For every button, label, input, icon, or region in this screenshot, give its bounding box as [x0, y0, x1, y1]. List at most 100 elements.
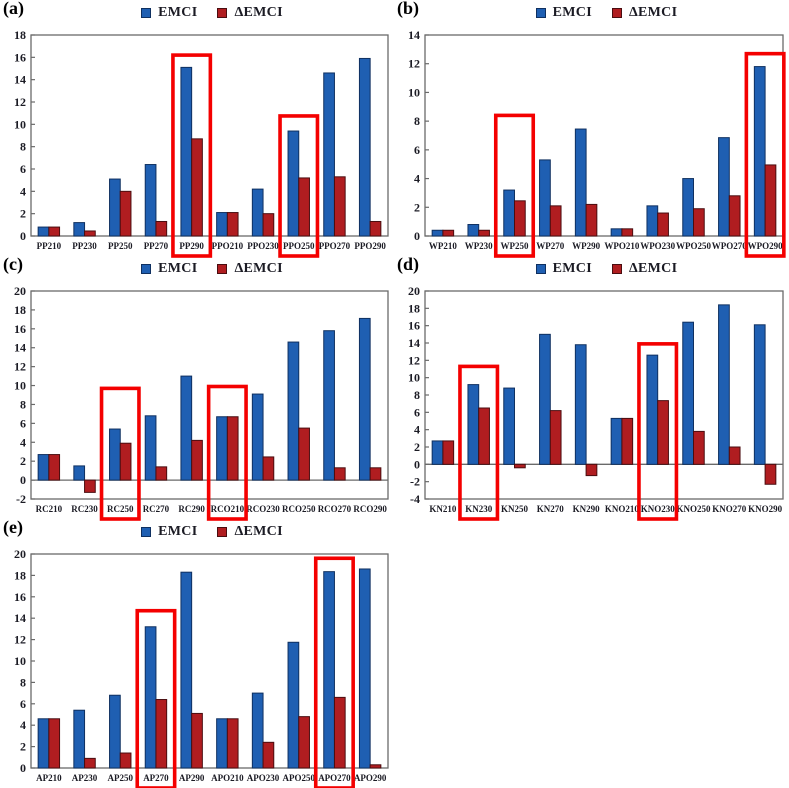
- svg-text:8: 8: [20, 397, 26, 411]
- svg-text:RC290: RC290: [178, 504, 205, 514]
- emci-legend-label: EMCI: [552, 261, 592, 276]
- svg-text:4: 4: [20, 718, 26, 732]
- svg-text:12: 12: [14, 360, 26, 374]
- svg-text:PPO210: PPO210: [212, 241, 244, 251]
- svg-text:WP210: WP210: [429, 241, 457, 251]
- svg-text:APO290: APO290: [354, 773, 387, 783]
- svg-text:10: 10: [14, 117, 26, 131]
- panel-e-label: (e): [3, 517, 23, 537]
- svg-text:WPO210: WPO210: [604, 241, 639, 251]
- emci-legend-label: EMCI: [158, 5, 198, 20]
- svg-text:10: 10: [14, 654, 26, 668]
- demci-legend-label: ΔEMCI: [628, 5, 678, 20]
- svg-text:0: 0: [20, 761, 26, 775]
- demci-legend-label: ΔEMCI: [234, 5, 283, 20]
- svg-text:6: 6: [20, 162, 26, 176]
- svg-text:-2: -2: [410, 475, 420, 489]
- svg-text:RCO210: RCO210: [211, 504, 245, 514]
- emci-legend-label: EMCI: [552, 5, 592, 20]
- svg-text:20: 20: [408, 284, 420, 298]
- svg-text:KNO230: KNO230: [641, 504, 676, 514]
- svg-text:16: 16: [408, 319, 420, 333]
- panel-e-header: (e) EMCI ΔEMCI: [0, 517, 394, 548]
- svg-text:8: 8: [414, 388, 420, 402]
- svg-text:2: 2: [20, 740, 26, 754]
- svg-text:RCO290: RCO290: [353, 504, 387, 514]
- svg-text:0: 0: [20, 473, 26, 487]
- svg-text:WPO230: WPO230: [640, 241, 675, 251]
- svg-text:AP290: AP290: [179, 773, 205, 783]
- svg-text:PP290: PP290: [179, 241, 204, 251]
- svg-text:2: 2: [414, 440, 420, 454]
- svg-text:2: 2: [20, 454, 26, 468]
- svg-text:AP250: AP250: [108, 773, 134, 783]
- svg-text:0: 0: [20, 229, 26, 243]
- svg-text:PPO290: PPO290: [354, 241, 386, 251]
- svg-text:14: 14: [14, 73, 26, 87]
- svg-text:WPO250: WPO250: [676, 241, 711, 251]
- svg-text:RC250: RC250: [107, 504, 134, 514]
- svg-text:AP210: AP210: [36, 773, 62, 783]
- svg-text:KNO270: KNO270: [712, 504, 747, 514]
- panel-c-legend: EMCI ΔEMCI: [30, 261, 394, 277]
- panel-e-legend: EMCI ΔEMCI: [30, 524, 394, 540]
- chart-panel-a: (a) EMCI ΔEMCI 0 2 4 6 8 10 12 14 16 18 PP210 PP230…: [0, 0, 394, 258]
- svg-text:8: 8: [20, 140, 26, 154]
- svg-text:18: 18: [408, 301, 420, 315]
- svg-text:PP250: PP250: [108, 241, 133, 251]
- svg-text:AP270: AP270: [143, 773, 169, 783]
- bar-chart-d: -4 -2 0 2 4 6 8 10 12 14 16 18 20 KN210 KN230 KN250 KN27…: [408, 284, 784, 521]
- svg-text:16: 16: [14, 322, 26, 336]
- svg-text:KNO290: KNO290: [748, 504, 783, 514]
- svg-text:KN290: KN290: [573, 504, 601, 514]
- svg-text:APO210: APO210: [211, 773, 244, 783]
- svg-text:12: 12: [408, 353, 420, 367]
- svg-text:KNO210: KNO210: [605, 504, 640, 514]
- emci-legend-label: EMCI: [158, 261, 198, 276]
- svg-text:12: 12: [14, 95, 26, 109]
- demci-legend-swatch: [611, 8, 622, 18]
- demci-legend-label: ΔEMCI: [234, 261, 283, 276]
- svg-text:14: 14: [14, 611, 26, 625]
- panel-a-legend: EMCI ΔEMCI: [30, 5, 394, 21]
- svg-text:10: 10: [408, 371, 420, 385]
- svg-text:APO270: APO270: [318, 773, 351, 783]
- svg-text:4: 4: [414, 172, 420, 186]
- demci-legend-swatch: [217, 527, 228, 537]
- svg-text:WPO290: WPO290: [748, 241, 783, 251]
- emci-legend-swatch: [535, 264, 546, 274]
- svg-text:PPO250: PPO250: [283, 241, 315, 251]
- svg-text:14: 14: [14, 341, 26, 355]
- emci-legend-swatch: [535, 8, 546, 18]
- bar-chart-a: 0 2 4 6 8 10 12 14 16 18 PP210 PP230 PP250 PP270 PP290…: [14, 28, 389, 258]
- panel-d-legend: EMCI ΔEMCI: [424, 261, 789, 277]
- svg-text:8: 8: [414, 114, 420, 128]
- demci-legend-swatch: [611, 264, 622, 274]
- svg-text:16: 16: [14, 590, 26, 604]
- svg-text:2: 2: [414, 200, 420, 214]
- panel-c-header: (c) EMCI ΔEMCI: [0, 254, 394, 285]
- svg-text:10: 10: [408, 85, 420, 99]
- svg-text:18: 18: [14, 28, 26, 42]
- svg-text:12: 12: [14, 633, 26, 647]
- panel-a-label: (a): [3, 0, 24, 18]
- svg-text:PP270: PP270: [144, 241, 169, 251]
- svg-text:6: 6: [20, 416, 26, 430]
- svg-text:18: 18: [14, 568, 26, 582]
- emci-legend-swatch: [141, 264, 152, 274]
- panel-d-label: (d): [397, 254, 419, 274]
- svg-text:8: 8: [20, 675, 26, 689]
- chart-panel-d: (d) EMCI ΔEMCI -4 -2 0 2 4 6 8 10 12 14 16 18 20 KN21…: [394, 254, 789, 521]
- demci-legend-label: ΔEMCI: [628, 261, 678, 276]
- bar-chart-b: 0 2 4 6 8 10 12 14 WP210 WP230 WP250 WP270 WP290 WPO2…: [408, 28, 786, 258]
- svg-text:0: 0: [414, 229, 420, 243]
- svg-text:20: 20: [14, 547, 26, 561]
- svg-text:RC270: RC270: [143, 504, 170, 514]
- svg-text:6: 6: [414, 405, 420, 419]
- svg-text:KN210: KN210: [429, 504, 457, 514]
- svg-text:WP250: WP250: [501, 241, 529, 251]
- panel-b-header: (b) EMCI ΔEMCI: [394, 0, 789, 29]
- svg-text:WP290: WP290: [572, 241, 600, 251]
- svg-text:4: 4: [20, 435, 26, 449]
